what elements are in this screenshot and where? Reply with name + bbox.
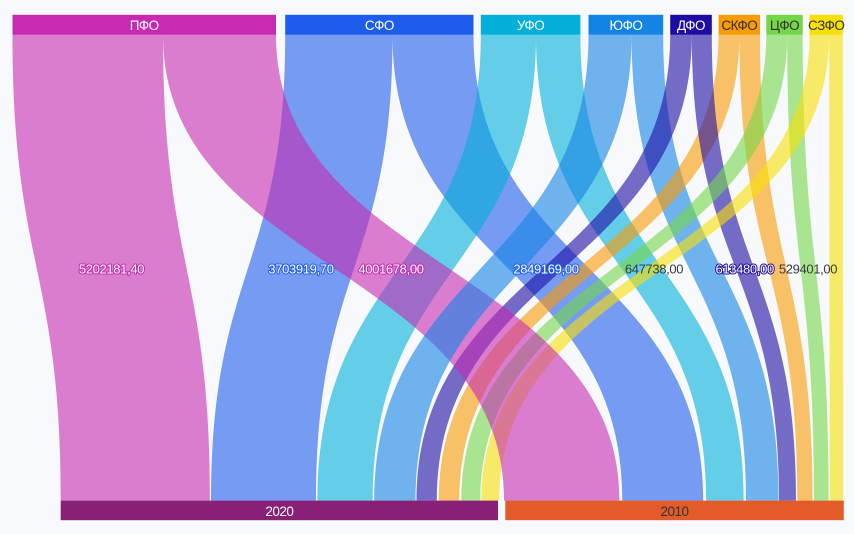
svg-text:СФО: СФО xyxy=(365,18,394,33)
svg-text:2849169,00: 2849169,00 xyxy=(513,261,578,276)
svg-text:ПФО: ПФО xyxy=(130,18,159,33)
svg-text:ЮФО: ЮФО xyxy=(609,18,642,33)
svg-text:4001678,00: 4001678,00 xyxy=(358,261,423,276)
svg-text:СКФО: СКФО xyxy=(721,18,757,33)
svg-text:3703919,70: 3703919,70 xyxy=(268,261,333,276)
svg-text:613480,00: 613480,00 xyxy=(716,261,774,276)
svg-text:ДФО: ДФО xyxy=(677,18,705,33)
svg-text:ЦФО: ЦФО xyxy=(770,18,799,33)
svg-text:5202181,40: 5202181,40 xyxy=(79,261,144,276)
svg-text:647738,00: 647738,00 xyxy=(625,261,683,276)
svg-text:СЗФО: СЗФО xyxy=(808,18,844,33)
svg-text:УФО: УФО xyxy=(517,18,544,33)
svg-text:2020: 2020 xyxy=(265,504,293,519)
svg-text:529401,00: 529401,00 xyxy=(779,261,837,276)
svg-text:2010: 2010 xyxy=(660,504,688,519)
